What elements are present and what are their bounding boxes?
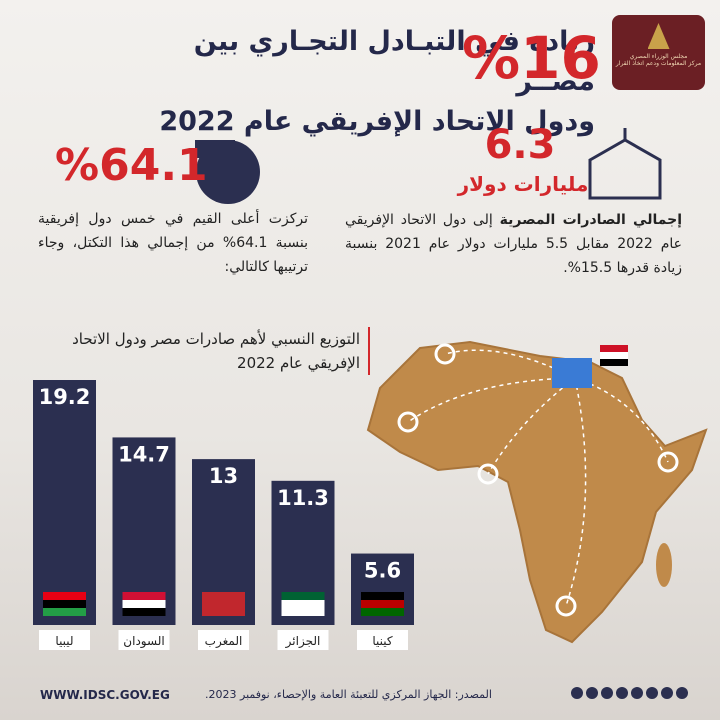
- bar: [33, 380, 96, 625]
- flag: [202, 592, 245, 600]
- flag: [281, 608, 325, 616]
- flag: [43, 600, 86, 608]
- chart: 19.2 ليبيا 14.7 السودان 13 المغرب 11.3 الجزائر 5…: [33, 380, 414, 650]
- flag: [122, 608, 166, 616]
- stat-unit: مليارات دولار: [457, 172, 589, 196]
- flag: [361, 608, 404, 616]
- x-tick-label: الجزائر: [285, 634, 321, 649]
- footer-url: WWW.IDSC.GOV.EG: [40, 688, 170, 702]
- title-line: زيادة في التبـادل التجـاري بين مصــر: [193, 26, 595, 97]
- footer-source: المصدر: الجهاز المركزي للتعبئة العامة وا…: [205, 688, 492, 701]
- stat-text: إجمالي الصادرات المصرية إلى دول الاتحاد …: [345, 208, 682, 280]
- container-icon: [552, 358, 592, 388]
- stat-value: 6.3: [484, 122, 556, 168]
- logo-text: مركز المعلومات ودعم اتخاذ القرار: [615, 60, 702, 67]
- label-box: [118, 630, 170, 650]
- egypt-flag: [600, 345, 628, 366]
- title-line: ودول الاتحاد الإفريقي عام 2022: [159, 106, 595, 137]
- x-tick-label: ليبيا: [55, 634, 73, 648]
- logo: مجلس الوزراء المصري مركز المعلومات ودعم …: [612, 15, 705, 90]
- value-label: 5.6: [364, 559, 401, 583]
- flag: [281, 600, 325, 608]
- x-tick-label: كينيا: [372, 634, 393, 648]
- label-box: [277, 630, 329, 650]
- flag: [122, 592, 166, 600]
- logo-text: مجلس الوزراء المصري: [629, 53, 688, 60]
- social-icons: [571, 687, 688, 699]
- flag: [361, 600, 404, 608]
- warehouse-icon: [588, 128, 662, 200]
- highlight: %16: [462, 24, 601, 92]
- flag: [43, 592, 86, 600]
- flag: [122, 600, 166, 608]
- value-label: 13: [209, 464, 238, 488]
- africa-map: [366, 340, 708, 644]
- stat-value: %64.1: [55, 140, 208, 191]
- value-label: 14.7: [118, 442, 170, 466]
- x-tick-label: السودان: [123, 634, 164, 649]
- x-tick-label: المغرب: [205, 634, 243, 649]
- flag: [43, 608, 86, 616]
- route-points: [397, 343, 679, 617]
- chart-title: التوزيع النسبي لأهم صادرات مصر ودول الات…: [30, 327, 370, 375]
- flag: [202, 608, 245, 616]
- stat-text-bold: إجمالي الصادرات المصرية: [499, 212, 682, 228]
- flag: [281, 592, 325, 600]
- label-box: [39, 630, 90, 650]
- label-box: [357, 630, 408, 650]
- title: زيادة في التبـادل التجـاري بين مصــر ودو…: [125, 22, 595, 142]
- flag: [361, 592, 404, 600]
- madagascar: [656, 543, 672, 587]
- value-label: 11.3: [277, 486, 329, 510]
- flag: [202, 600, 245, 608]
- truck-map-icon: [195, 140, 260, 204]
- label-box: [198, 630, 249, 650]
- value-label: 19.2: [39, 385, 91, 409]
- stat-text-body: إلى دول الاتحاد الإفريقي عام 2022 مقابل …: [345, 212, 682, 276]
- stat-text: تركزت أعلى القيم في خمس دول إفريقية بنسب…: [38, 211, 309, 275]
